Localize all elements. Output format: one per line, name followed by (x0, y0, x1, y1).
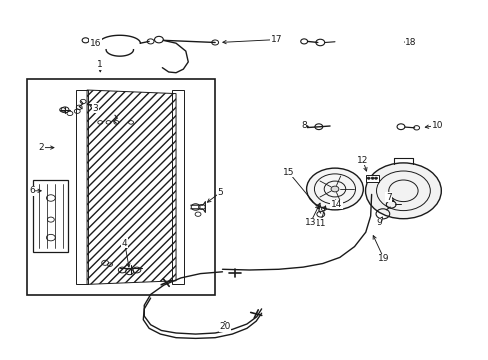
Text: 6: 6 (29, 186, 35, 195)
Text: 13: 13 (304, 218, 316, 227)
Bar (365, 175, 379, 182)
Text: 9: 9 (375, 218, 381, 227)
Circle shape (370, 177, 373, 179)
Circle shape (374, 177, 377, 179)
Text: 10: 10 (431, 121, 443, 130)
Text: 1: 1 (97, 60, 103, 69)
Text: 2: 2 (39, 143, 44, 152)
Text: 17: 17 (270, 35, 282, 44)
Text: 12: 12 (356, 156, 368, 165)
Circle shape (366, 177, 369, 179)
Bar (33, 180, 68, 252)
Text: 20: 20 (219, 323, 230, 331)
Text: 5: 5 (217, 188, 223, 197)
Text: 18: 18 (404, 38, 416, 47)
Ellipse shape (365, 163, 441, 219)
Text: 4: 4 (122, 238, 127, 248)
Text: 3: 3 (92, 104, 98, 112)
Bar (27, 79, 215, 295)
Text: 8: 8 (301, 122, 306, 130)
Circle shape (306, 168, 363, 210)
Bar (172, 90, 184, 284)
Text: 7: 7 (385, 193, 391, 202)
Text: 11: 11 (314, 219, 325, 228)
Text: 14: 14 (330, 200, 342, 209)
Text: 15: 15 (282, 167, 294, 176)
Bar (76, 90, 88, 284)
Text: 16: 16 (89, 39, 101, 48)
Text: 19: 19 (377, 254, 389, 263)
Circle shape (330, 186, 338, 192)
